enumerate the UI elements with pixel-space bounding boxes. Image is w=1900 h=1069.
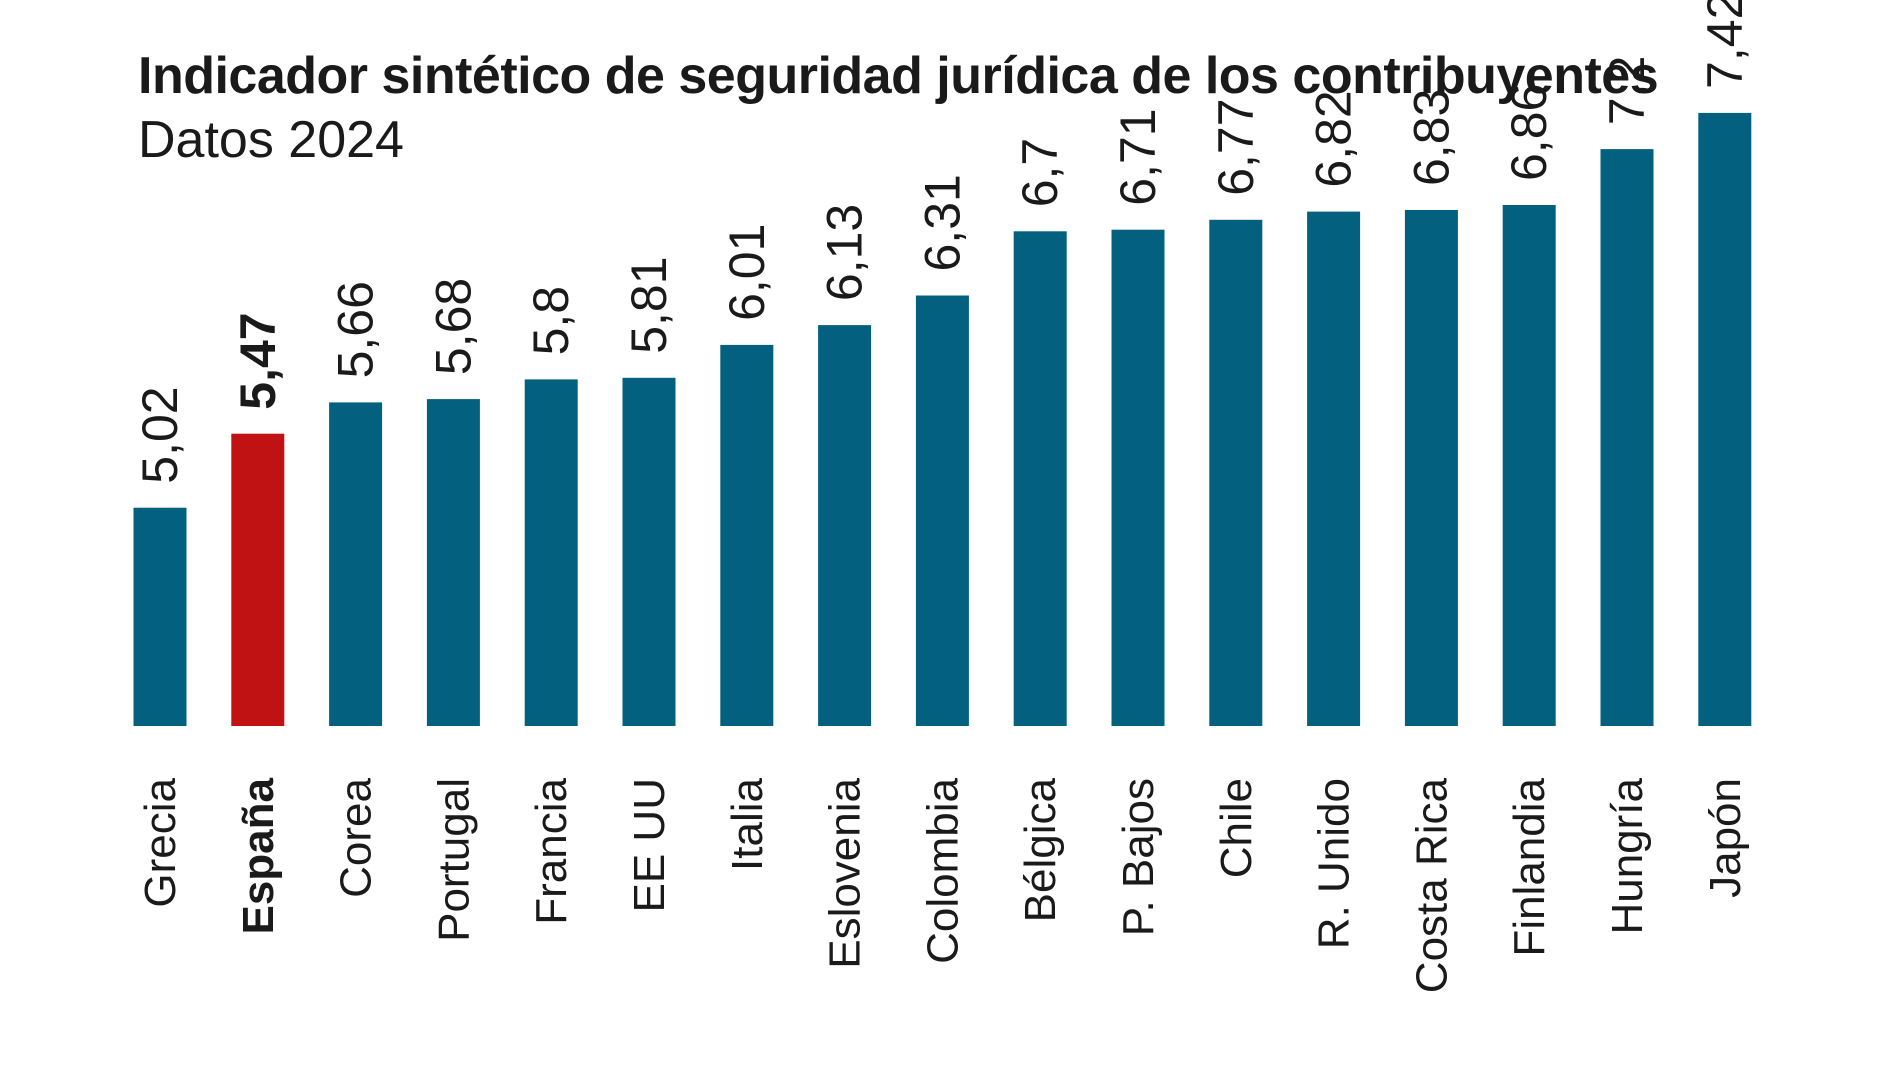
category-label-colombia: Colombia [918,777,967,963]
value-label-p-bajos: 6,71 [1110,108,1166,205]
value-label-portugal: 5,68 [425,278,481,375]
value-label-italia: 6,01 [719,224,775,321]
bar-eslovenia [818,325,872,726]
bar-corea [329,402,383,726]
value-label-chile: 6,77 [1208,98,1264,195]
bar-chile [1209,219,1263,727]
value-label-japon: 7,42 [1697,0,1753,89]
bar-belgica [1013,231,1067,727]
bar-colombia [915,295,969,726]
category-label-portugal: Portugal [429,778,478,942]
bar-portugal [426,399,480,726]
category-label-belgica: Bélgica [1016,777,1065,922]
category-label-chile: Chile [1212,778,1261,878]
category-label-espana: España [234,777,283,934]
value-label-hungria: 7,2 [1599,56,1655,126]
value-label-grecia: 5,02 [132,386,188,483]
category-label-p-bajos: P. Bajos [1114,778,1163,936]
category-label-grecia: Grecia [136,777,185,907]
bar-japon [1698,112,1752,726]
category-label-finlandia: Finlandia [1505,777,1554,956]
category-label-ee-uu: EE UU [625,778,674,912]
value-label-r-unido: 6,82 [1306,90,1362,187]
category-label-r-unido: R. Unido [1310,778,1359,949]
value-label-espana: 5,47 [230,312,286,409]
bar-francia [524,379,578,726]
value-label-finlandia: 6,86 [1501,84,1557,181]
value-label-corea: 5,66 [328,281,384,378]
bar-hungria [1600,149,1654,727]
value-label-eslovenia: 6,13 [817,204,873,301]
value-label-belgica: 6,7 [1012,138,1068,208]
category-label-corea: Corea [332,777,381,897]
value-label-ee-uu: 5,81 [621,256,677,353]
value-label-francia: 5,8 [523,286,579,356]
bar-p-bajos [1111,229,1165,726]
value-label-colombia: 6,31 [914,174,970,271]
value-label-costa-rica: 6,83 [1403,89,1459,186]
bar-finlandia [1502,205,1556,726]
category-label-hungria: Hungría [1603,777,1652,934]
chart-subtitle: Datos 2024 [138,111,404,169]
category-label-japon: Japón [1701,778,1750,898]
bar-grecia [133,507,187,726]
bar-r-unido [1307,211,1361,727]
category-label-italia: Italia [723,777,772,870]
bar-costa-rica [1404,210,1458,726]
category-label-eslovenia: Eslovenia [821,777,870,968]
bar-ee-uu [622,377,676,726]
chart-title: Indicador sintético de seguridad jurídic… [138,47,1659,105]
category-label-costa-rica: Costa Rica [1407,777,1456,993]
bar-italia [720,344,774,726]
bar-espana [231,433,285,726]
category-label-francia: Francia [527,777,576,924]
